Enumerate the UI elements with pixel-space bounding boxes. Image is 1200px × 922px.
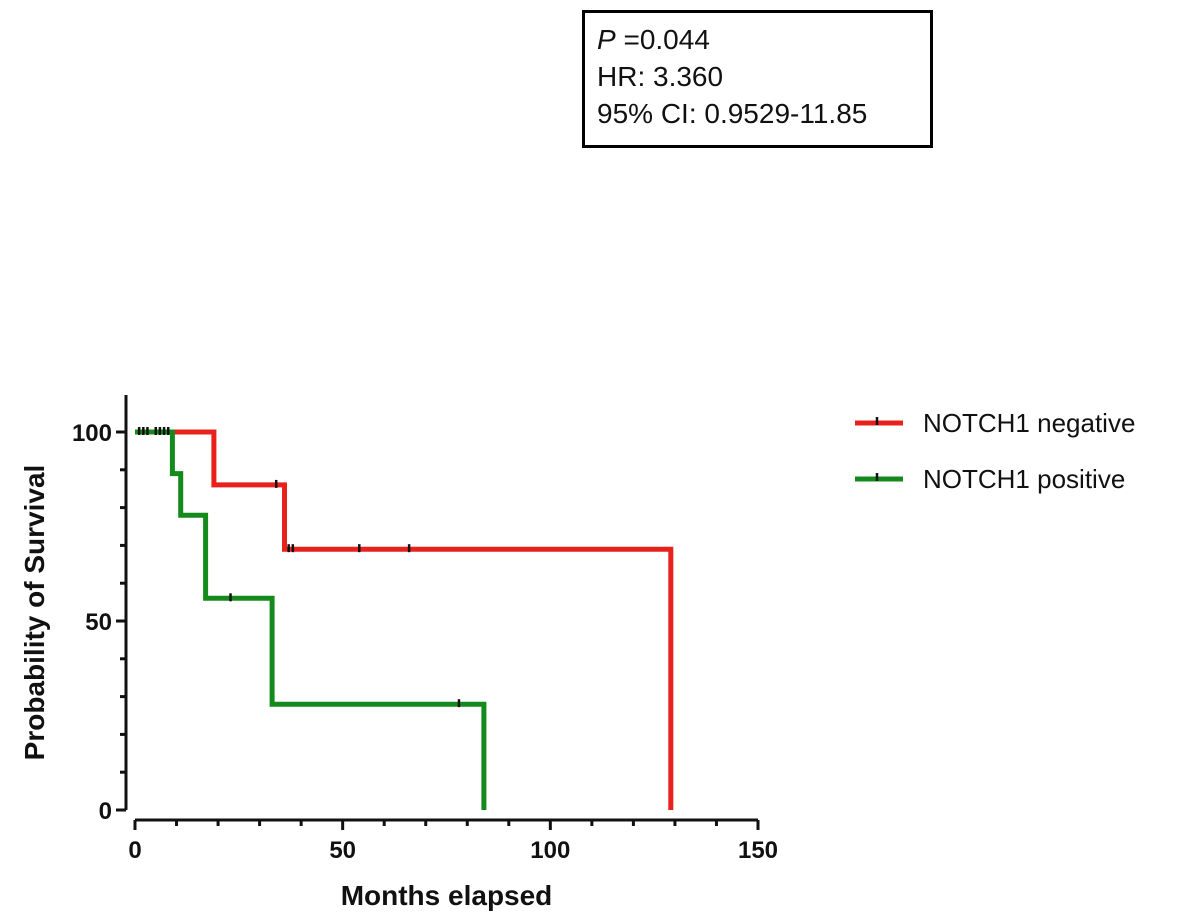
hazard-ratio: HR: 3.360 — [597, 61, 724, 92]
p-symbol: P — [597, 24, 616, 55]
x-tick-label: 50 — [329, 837, 356, 864]
legend-label: NOTCH1 positive — [923, 464, 1125, 494]
series-line-negative — [135, 429, 674, 810]
axes: 0 50 100 0 50 100 150 — [72, 395, 778, 864]
y-axis-title: Probability of Survival — [19, 465, 50, 761]
x-axis-title: Months elapsed — [341, 880, 553, 911]
y-tick-label: 0 — [99, 798, 112, 825]
x-tick-label: 150 — [738, 837, 778, 864]
x-tick-label: 100 — [530, 837, 570, 864]
y-tick-label: 100 — [72, 420, 112, 447]
legend-label: NOTCH1 negative — [923, 408, 1135, 438]
x-tick-label: 0 — [128, 837, 141, 864]
y-tick-label: 50 — [85, 609, 112, 636]
series-layer — [135, 427, 674, 810]
p-value: =0.044 — [615, 24, 710, 55]
legend: NOTCH1 negative NOTCH1 positive — [855, 408, 1135, 494]
statistics-box: P =0.044 HR: 3.360 95% CI: 0.9529-11.85 — [582, 10, 933, 148]
confidence-interval: 95% CI: 0.9529-11.85 — [597, 98, 868, 129]
series-line-positive — [135, 429, 487, 810]
p-value-line: P =0.044 — [597, 21, 930, 58]
